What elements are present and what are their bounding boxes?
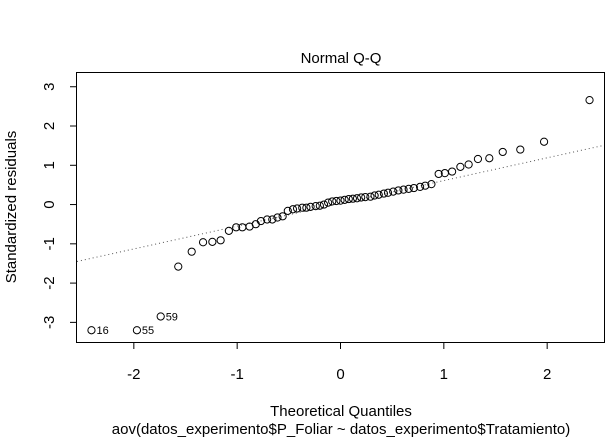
residual-point xyxy=(340,195,349,204)
residual-point xyxy=(268,215,277,224)
y-tick-label: -2 xyxy=(41,276,58,289)
residual-point xyxy=(132,326,142,335)
residual-point xyxy=(421,181,430,190)
residual-point xyxy=(370,191,379,200)
x-tick-label: -2 xyxy=(127,366,140,383)
points-layer xyxy=(87,95,594,335)
residual-point xyxy=(456,162,465,171)
residual-point xyxy=(187,247,196,256)
residual-point xyxy=(278,212,287,221)
residual-point xyxy=(344,194,353,204)
residual-point xyxy=(315,201,324,210)
residual-point xyxy=(585,95,594,105)
point-label: 16 xyxy=(96,325,108,337)
residual-point xyxy=(404,184,413,193)
x-axis-label: Theoretical Quantiles xyxy=(270,403,412,420)
residual-point xyxy=(293,204,302,213)
residual-point xyxy=(306,202,315,212)
residual-point xyxy=(224,226,233,235)
y-tick-label: -3 xyxy=(41,316,58,329)
y-tick-label: 3 xyxy=(41,83,58,91)
residual-point xyxy=(324,198,333,207)
residual-point xyxy=(288,205,298,214)
residual-point xyxy=(427,180,436,189)
y-axis-label: Standardized residuals xyxy=(3,131,20,284)
residual-point xyxy=(283,206,292,215)
point-label: 59 xyxy=(166,311,178,323)
residual-point xyxy=(448,167,457,176)
x-tick-label: 0 xyxy=(336,366,344,383)
residual-point xyxy=(156,312,165,321)
residual-point xyxy=(498,147,507,157)
residual-point xyxy=(434,169,443,179)
residual-point xyxy=(399,185,408,194)
point-labels-layer: 16 55 59 xyxy=(96,311,177,337)
residual-point xyxy=(366,192,375,201)
chart-title: Normal Q-Q xyxy=(301,50,382,67)
y-tick-label: 2 xyxy=(41,122,58,130)
x-tick-label: 2 xyxy=(543,366,551,383)
residual-point xyxy=(464,160,473,169)
residual-point xyxy=(383,188,393,197)
residual-point xyxy=(273,213,282,222)
residual-point xyxy=(256,216,266,226)
residual-point xyxy=(415,182,425,191)
y-tick-label: 1 xyxy=(41,161,58,169)
residual-point xyxy=(208,237,217,246)
residual-point xyxy=(389,187,398,196)
residual-point xyxy=(174,262,183,271)
residual-point xyxy=(232,223,241,232)
x-tick-label: 1 xyxy=(440,366,448,383)
residual-point xyxy=(198,238,208,247)
residual-point xyxy=(302,203,311,212)
residual-point xyxy=(216,236,225,245)
residual-point xyxy=(348,194,357,203)
residual-point xyxy=(328,197,337,206)
residual-point xyxy=(379,189,388,198)
residual-point xyxy=(263,215,272,224)
chart-subtitle: aov(datos_experimento$P_Foliar ~ datos_e… xyxy=(112,421,570,438)
y-axis: -3 -2 -1 0 1 2 3 xyxy=(41,83,77,329)
x-axis: -2 -1 0 1 2 xyxy=(127,342,551,383)
residual-point xyxy=(485,154,494,163)
x-tick-label: -1 xyxy=(230,366,243,383)
residual-point xyxy=(374,190,383,199)
residual-point xyxy=(332,196,341,206)
residual-point xyxy=(336,196,345,205)
point-label: 55 xyxy=(142,325,154,337)
residual-point xyxy=(298,203,307,212)
residual-point xyxy=(361,192,370,202)
residual-point xyxy=(352,194,362,203)
residual-point xyxy=(394,186,403,195)
residual-point xyxy=(87,326,96,335)
y-tick-label: -1 xyxy=(41,237,58,250)
residual-point xyxy=(516,145,525,154)
residual-point xyxy=(319,200,329,209)
residual-point xyxy=(539,137,549,146)
y-tick-label: 0 xyxy=(41,200,58,208)
residual-point xyxy=(311,202,320,211)
residual-point xyxy=(357,193,366,202)
residual-point xyxy=(473,154,483,164)
residual-point xyxy=(409,183,418,193)
